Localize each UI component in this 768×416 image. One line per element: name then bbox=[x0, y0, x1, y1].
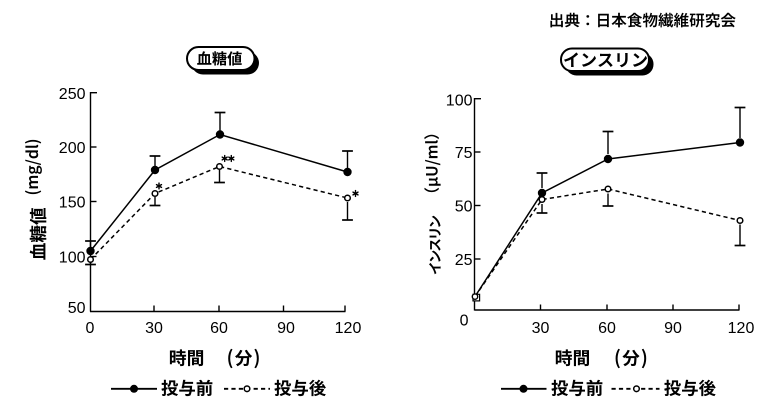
svg-text:0: 0 bbox=[460, 312, 469, 329]
svg-text:0: 0 bbox=[86, 320, 95, 337]
svg-text:50: 50 bbox=[68, 300, 86, 317]
svg-text:90: 90 bbox=[277, 320, 295, 337]
svg-text:25: 25 bbox=[455, 252, 473, 269]
svg-text:120: 120 bbox=[335, 320, 362, 337]
svg-text:200: 200 bbox=[59, 140, 86, 157]
svg-text:100: 100 bbox=[446, 92, 473, 109]
svg-text:150: 150 bbox=[59, 194, 86, 211]
svg-text:90: 90 bbox=[664, 320, 682, 337]
svg-text:50: 50 bbox=[455, 198, 473, 215]
svg-text:100: 100 bbox=[59, 249, 86, 266]
svg-text:75: 75 bbox=[455, 145, 473, 162]
svg-text:250: 250 bbox=[59, 86, 86, 103]
svg-text:30: 30 bbox=[145, 320, 163, 337]
svg-text:60: 60 bbox=[598, 320, 616, 337]
svg-text:120: 120 bbox=[728, 320, 755, 337]
svg-text:30: 30 bbox=[532, 320, 550, 337]
svg-text:60: 60 bbox=[210, 320, 228, 337]
